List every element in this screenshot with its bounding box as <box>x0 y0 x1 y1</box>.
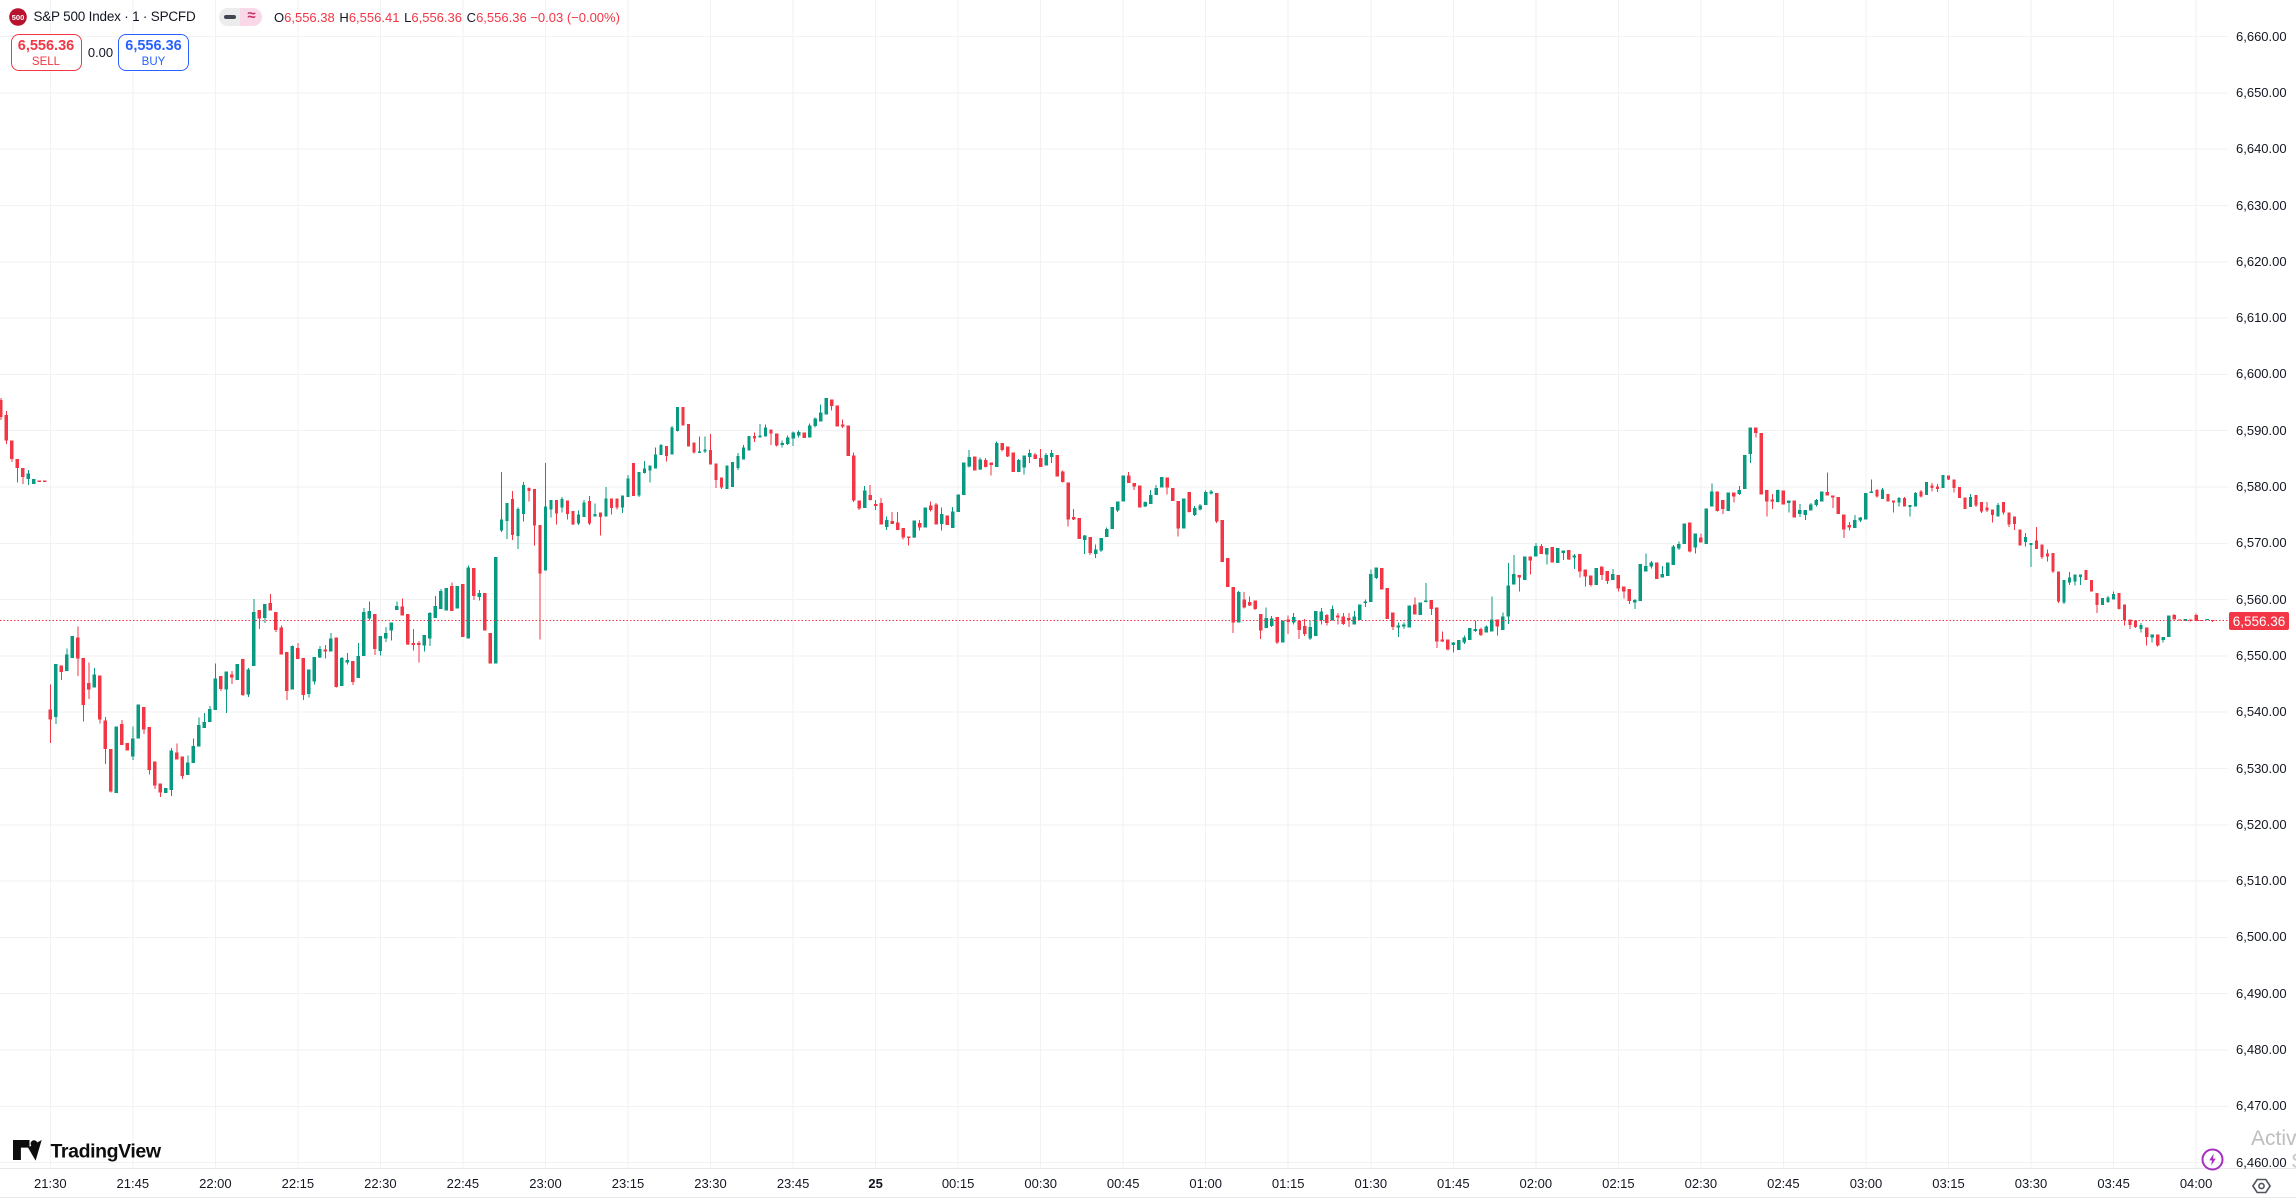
svg-text:TradingView: TradingView <box>51 1141 162 1163</box>
svg-text:500: 500 <box>12 13 25 22</box>
